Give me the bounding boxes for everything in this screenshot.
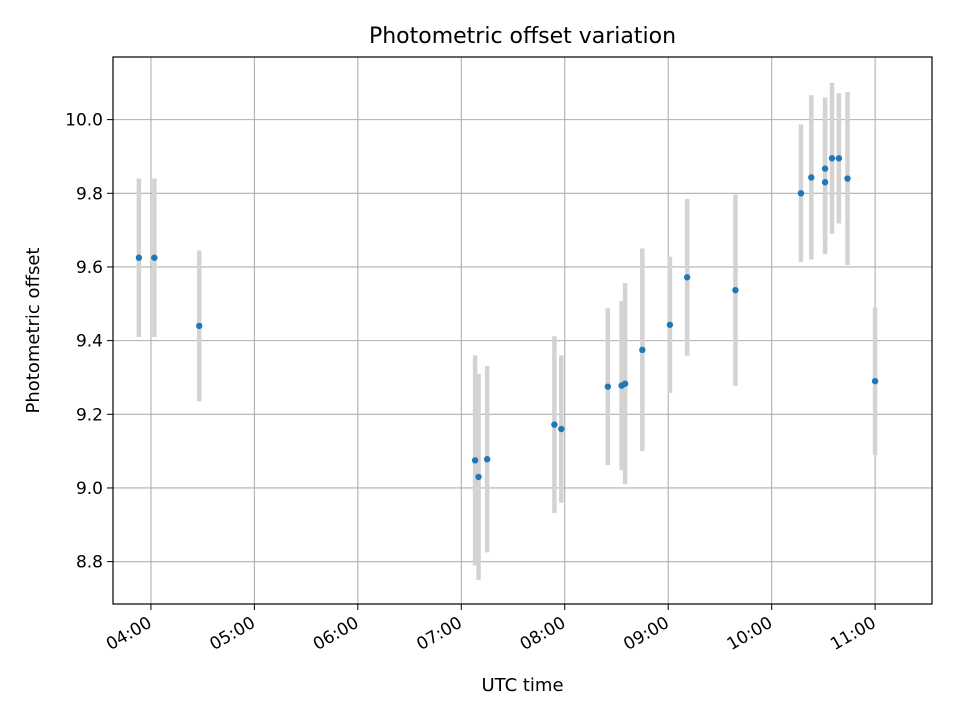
x-tick-label: 09:00 — [620, 613, 672, 655]
data-point — [551, 421, 558, 428]
data-point — [683, 274, 691, 281]
data-point — [604, 383, 612, 390]
data-point — [639, 346, 646, 354]
data-point — [797, 190, 805, 197]
data-point — [808, 174, 815, 181]
x-tick-label: 04:00 — [103, 613, 155, 655]
data-point — [151, 254, 158, 261]
data-point — [558, 425, 565, 433]
data-point — [621, 380, 629, 387]
data-point — [732, 286, 739, 294]
data-point-layer — [135, 155, 879, 481]
y-tick-label: 9.0 — [76, 479, 103, 499]
x-axis-label: UTC time — [481, 675, 563, 696]
x-tick-label: 06:00 — [310, 613, 362, 655]
x-tick-label: 11:00 — [827, 613, 879, 655]
data-point — [666, 321, 674, 328]
x-tick-label: 10:00 — [724, 613, 776, 655]
data-point — [821, 179, 829, 186]
data-point — [135, 254, 143, 261]
data-point — [821, 165, 829, 172]
data-point — [483, 456, 491, 463]
data-point — [871, 377, 879, 385]
data-point — [475, 473, 482, 481]
y-tick-layer: 8.8 9.0 9.2 9.4 9.6 9.8 10.0 — [65, 111, 113, 573]
x-tick-layer: 04:00 05:00 06:00 07:00 08:00 09:00 10:00 11:00 — [103, 604, 880, 655]
plot-frame — [112, 56, 933, 605]
x-tick-label: 05:00 — [206, 613, 258, 655]
y-tick-label: 8.8 — [76, 553, 103, 573]
data-point — [835, 155, 843, 162]
y-tick-label: 9.2 — [76, 405, 103, 425]
y-tick-label: 9.6 — [76, 258, 103, 278]
data-point — [828, 155, 836, 162]
x-tick-label: 08:00 — [517, 613, 569, 655]
y-tick-label: 9.4 — [76, 332, 103, 352]
chart-title: Photometric offset variation — [369, 24, 676, 49]
data-point — [196, 322, 203, 330]
error-bar-layer — [136, 82, 878, 581]
x-tick-label: 07:00 — [413, 613, 465, 655]
data-point — [844, 175, 851, 182]
data-point — [471, 457, 479, 464]
y-tick-label: 9.8 — [76, 184, 103, 204]
y-axis-label: Photometric offset — [23, 248, 44, 414]
y-tick-label: 10.0 — [65, 111, 103, 131]
